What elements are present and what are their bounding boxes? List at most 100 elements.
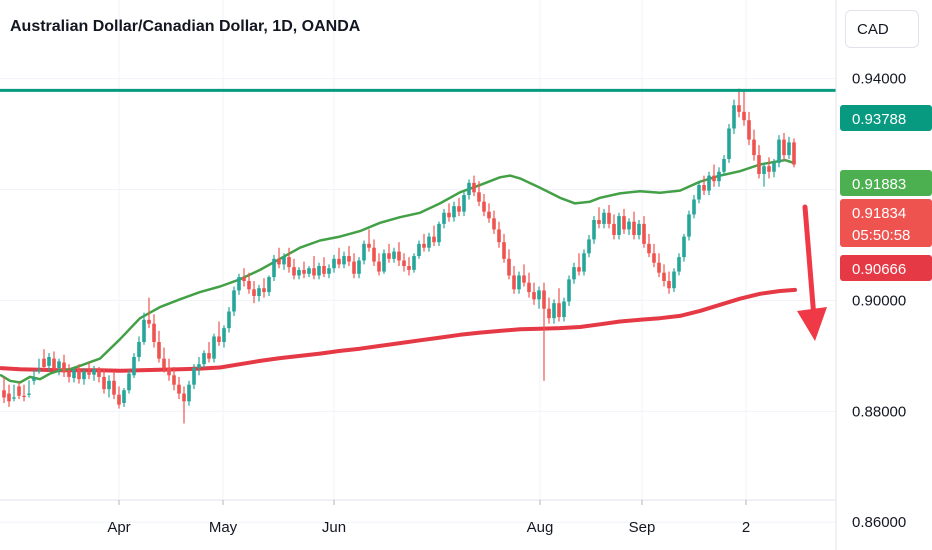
chart-title: Australian Dollar/Canadian Dollar, 1D, O… (10, 18, 361, 35)
candle-body (462, 195, 466, 212)
y-tick-label: 0.86000 (852, 514, 906, 531)
candle-body (237, 277, 241, 291)
candle-body (172, 375, 176, 385)
candle-body (197, 364, 201, 369)
candle-body (387, 253, 391, 259)
candle-body (787, 142, 791, 156)
candle-body (767, 166, 771, 172)
candle-body (207, 353, 211, 359)
arrow-shaft (802, 204, 817, 321)
candle-body (152, 323, 156, 342)
candle-body (7, 393, 11, 402)
candle-body (102, 376, 106, 390)
candle-body (52, 358, 56, 369)
candle-body (727, 128, 731, 159)
candle-down (747, 111, 751, 146)
candle-up (107, 375, 111, 398)
candle-up (12, 384, 16, 402)
candle-up (187, 380, 191, 406)
arrow-head (797, 307, 827, 341)
candle-body (507, 258, 511, 276)
currency-button[interactable]: CAD (845, 10, 919, 48)
sma-slow-line (0, 287, 797, 373)
candle-body (302, 269, 306, 274)
candle-up (567, 275, 571, 306)
candle-up (37, 358, 41, 374)
candle-down (207, 342, 211, 363)
candle-down (337, 247, 341, 269)
candle-up (727, 124, 731, 163)
candle-up (427, 232, 431, 252)
x-tick-label: Aug (527, 519, 554, 536)
candle-down (7, 384, 11, 407)
candle-body (717, 171, 721, 182)
candle-body (562, 301, 566, 318)
candle-down (767, 157, 771, 179)
candle-body (477, 192, 481, 202)
candle-body (492, 218, 496, 230)
candle-down (252, 281, 256, 304)
candle-body (167, 368, 171, 376)
candle-body (582, 253, 586, 272)
candle-body (327, 268, 331, 274)
candle-body (227, 311, 231, 329)
y-tick-label-partial: 0.94000 (852, 71, 906, 88)
candle-up (722, 155, 726, 176)
candle-down (792, 138, 796, 168)
candle-body (682, 236, 686, 258)
candle-down (97, 366, 101, 383)
candle-body (67, 371, 71, 377)
arrow-layer (797, 204, 827, 341)
candle-body (137, 342, 141, 357)
candle-down (622, 208, 626, 234)
candle-body (712, 175, 716, 182)
candle-body (552, 303, 556, 319)
candle-up (307, 266, 311, 278)
candle-body (82, 371, 86, 380)
candle-body (572, 267, 576, 280)
candle-body (627, 221, 631, 230)
candle-body (772, 162, 776, 172)
candle-up (232, 286, 236, 316)
price-tag-bg (840, 255, 932, 281)
candle-body (312, 268, 316, 276)
candle-body (517, 275, 521, 290)
candle-up (707, 171, 711, 196)
sma-fast-line (0, 158, 794, 384)
candle-up (327, 264, 331, 279)
tags-layer: 0.93788 0.91883 0.91834 05:50:58 0.90666 (840, 105, 932, 281)
candle-body (292, 267, 296, 276)
candle-down (242, 268, 246, 287)
candle-down (712, 164, 716, 187)
candle-body (362, 243, 366, 261)
candle-down (367, 229, 371, 252)
candle-down (347, 246, 351, 267)
candle-body (407, 266, 411, 270)
candle-down (497, 221, 501, 248)
price-tag-last-price: 0.91834 05:50:58 (840, 199, 932, 247)
candle-down (522, 264, 526, 287)
candle-up (692, 195, 696, 219)
candle-down (642, 216, 646, 248)
candle-up (572, 262, 576, 284)
candle-body (692, 199, 696, 215)
candle-body (792, 142, 796, 165)
candle-up (197, 356, 201, 376)
candle-up (687, 210, 691, 241)
candle-body (607, 212, 611, 224)
candle-body (262, 288, 266, 293)
candle-up (442, 208, 446, 229)
candle-body (557, 303, 561, 318)
candle-up (192, 364, 196, 390)
candle-body (12, 397, 16, 399)
candle-up (772, 159, 776, 178)
candle-down (17, 382, 21, 400)
candle-up (227, 307, 231, 333)
candle-up (452, 201, 456, 222)
candle-down (67, 364, 71, 383)
candle-up (617, 212, 621, 240)
x-tick-label: 2 (742, 519, 750, 536)
candle-body (437, 223, 441, 243)
candle-down (477, 181, 481, 207)
